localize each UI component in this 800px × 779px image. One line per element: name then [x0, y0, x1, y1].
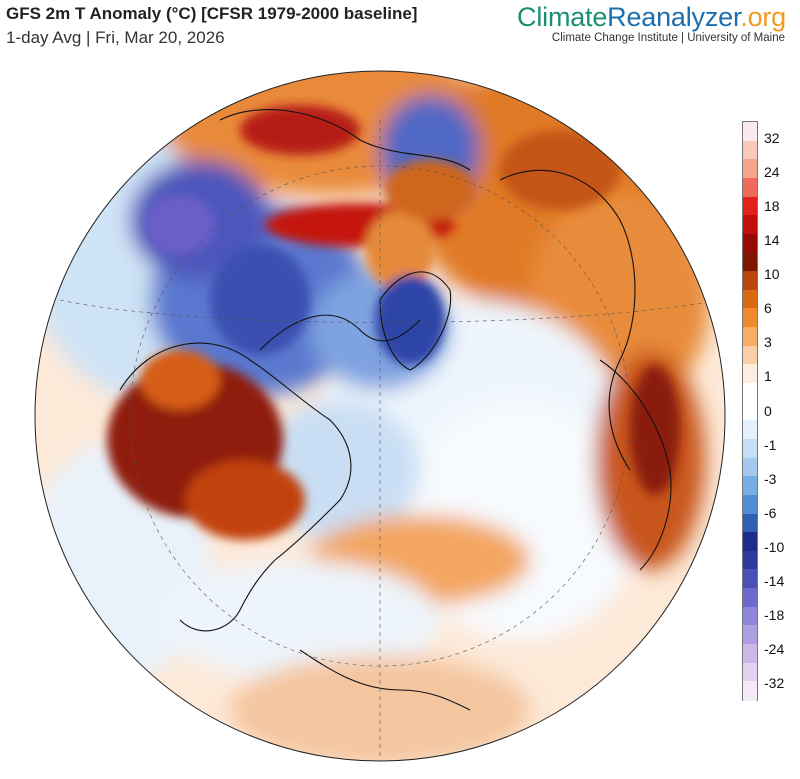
color-scale-swatch [743, 215, 757, 235]
color-scale-swatch [743, 438, 757, 459]
institution-credit: Climate Change Institute | University of… [551, 32, 785, 44]
color-scale-swatch [743, 345, 757, 365]
color-scale-label: 0 [764, 402, 772, 419]
color-scale-label: -32 [764, 675, 785, 691]
color-scale-swatch [743, 476, 757, 496]
color-scale-swatch [743, 644, 757, 664]
color-scale-swatch [743, 271, 757, 291]
color-scale-label: 10 [764, 266, 780, 283]
color-scale-swatch [743, 159, 757, 179]
map-title: GFS 2m T Anomaly (°C) [CFSR 1979-2000 ba… [6, 4, 418, 23]
color-scale-swatch [743, 383, 757, 403]
color-scale-swatch [743, 606, 757, 626]
color-scale-label: -1 [764, 436, 777, 453]
color-scale-label: 14 [764, 232, 780, 249]
logo-part-reanalyzer: Reanalyzer [607, 2, 741, 32]
map-subtitle: 1-day Avg | Fri, Mar 20, 2026 [6, 28, 225, 47]
color-scale-label: 1 [764, 368, 772, 385]
color-scale-swatch [743, 122, 757, 142]
color-scale-label: -18 [764, 606, 785, 623]
color-scale-swatch [743, 569, 757, 589]
color-scale-label: 24 [764, 164, 780, 181]
color-scale-swatch [743, 588, 757, 608]
color-scale-swatch [743, 327, 757, 347]
color-scale-swatch [743, 681, 757, 701]
coastlines [119, 109, 672, 711]
color-scale-swatch [743, 308, 757, 328]
color-scale-swatch [743, 662, 757, 682]
color-scale-label: 3 [764, 334, 772, 351]
color-scale-swatch [743, 550, 757, 571]
color-scale-bar [742, 121, 758, 701]
color-scale-swatch [743, 401, 757, 421]
color-scale-swatch [743, 513, 757, 533]
color-scale-swatch [743, 364, 757, 384]
color-scale-swatch [743, 177, 757, 198]
color-scale-label: 6 [764, 300, 772, 317]
color-scale-swatch [743, 532, 757, 552]
color-scale-label: 18 [764, 198, 780, 215]
color-scale-swatch [743, 494, 757, 515]
color-scale-label: -14 [764, 572, 785, 589]
graticule [59, 120, 721, 761]
color-scale-swatch [743, 233, 757, 254]
color-scale-swatch [743, 289, 757, 310]
color-scale-swatch [743, 420, 757, 440]
color-scale-swatch [743, 140, 757, 160]
color-scale-label: -10 [764, 538, 785, 555]
color-scale-swatch [743, 625, 757, 645]
color-scale-label: 32 [764, 130, 780, 146]
climate-reanalyzer-logo[interactable]: ClimateReanalyzer.org [517, 2, 786, 33]
logo-part-org: .org [740, 2, 786, 32]
color-scale-swatch [743, 252, 757, 272]
color-scale-swatch [743, 196, 757, 216]
color-scale-label: -6 [764, 504, 777, 521]
logo-part-climate: Climate [517, 2, 608, 32]
color-scale-swatch [743, 457, 757, 477]
color-scale-label: -24 [764, 640, 785, 657]
color-scale-label: -3 [764, 470, 777, 487]
